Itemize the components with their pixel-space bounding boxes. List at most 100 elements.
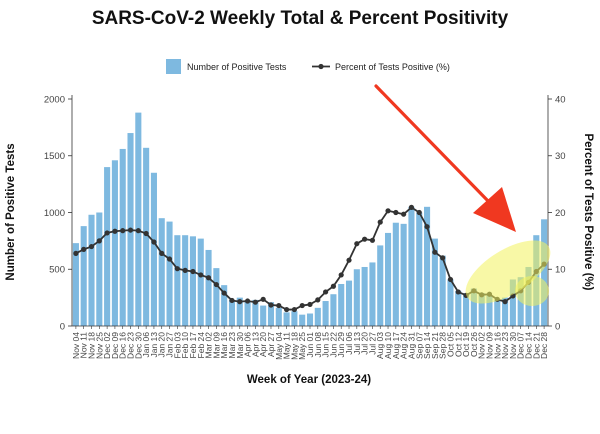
bar: [455, 290, 462, 326]
bar: [502, 297, 509, 327]
bar: [377, 245, 384, 326]
x-axis-tick-label: Oct 26: [469, 332, 479, 357]
x-axis-tick-label: Feb 24: [196, 332, 206, 359]
bar: [213, 268, 220, 326]
percent-point: [190, 268, 196, 275]
bar: [197, 238, 204, 326]
x-axis-tick-label: Dec 14: [523, 332, 533, 359]
percent-point: [104, 230, 110, 236]
bar: [267, 302, 275, 326]
bar-series: [72, 112, 548, 327]
percent-point: [440, 255, 446, 261]
percent-point: [323, 289, 329, 295]
x-axis-tick-label: Jun 08: [313, 332, 323, 358]
bar: [322, 301, 329, 326]
arrow-head: [473, 187, 516, 232]
bar: [72, 243, 79, 326]
x-axis-tick-label: Aug 17: [391, 332, 401, 359]
x-axis-tick-label: Aug 10: [383, 332, 393, 359]
bar: [369, 262, 376, 326]
x-axis-tick-label: Sep 28: [438, 332, 448, 359]
x-axis-tick-label: Jun 22: [328, 332, 338, 358]
bar: [330, 294, 337, 326]
percent-point: [88, 243, 95, 250]
bar: [143, 147, 150, 326]
percent-point: [213, 281, 219, 288]
bar: [236, 297, 243, 327]
legend-line-marker: [318, 63, 324, 70]
percent-point: [408, 204, 415, 210]
percent-point: [455, 289, 461, 295]
x-axis-tick-label: Mar 30: [235, 332, 245, 359]
x-axis-tick-label: Nov 25: [94, 332, 104, 359]
percent-point: [502, 299, 508, 305]
percent-point: [393, 209, 399, 216]
x-axis-tick-label: Aug 24: [399, 332, 409, 359]
x-axis-tick-label: Dec 07: [516, 332, 526, 359]
percent-point: [315, 297, 321, 303]
bar: [408, 206, 415, 326]
legend-bar-swatch: [166, 59, 181, 74]
percent-point: [96, 238, 102, 244]
bar: [291, 311, 298, 326]
y2-axis-title: Percent of Tests Positive (%): [582, 134, 594, 291]
bar: [416, 212, 423, 326]
highlight-annotation: [465, 240, 551, 306]
percent-point: [401, 211, 407, 217]
bar: [447, 279, 454, 326]
right-axis: 0 10 20 30 40: [547, 94, 566, 332]
x-axis-tick-label: Dec 21: [531, 332, 541, 359]
bar: [283, 312, 290, 326]
percent-point: [268, 302, 274, 308]
x-axis-tick-label: Jul 27: [367, 332, 377, 355]
right-axis-tick-label: 10: [555, 265, 566, 276]
bar: [361, 266, 368, 326]
percent-point: [276, 302, 282, 309]
bar: [166, 221, 173, 326]
right-axis-tick-label: 30: [555, 151, 566, 162]
bar: [439, 255, 446, 326]
x-axis-tick-label: Sep 14: [422, 332, 432, 359]
bar: [384, 232, 392, 326]
x-axis-tick-label: Oct 12: [453, 332, 463, 357]
x-axis-tick-label: Jun 29: [336, 332, 346, 358]
bar: [463, 293, 470, 326]
x-axis-tick-label: Dec 16: [118, 332, 128, 359]
x-axis-tick-label: Mar 09: [211, 332, 221, 359]
x-axis-tick-label: Sep 21: [430, 332, 440, 359]
arrow-shaft: [374, 84, 492, 205]
arrow-annotation: [374, 84, 516, 232]
x-axis-tick-label: Jul 13: [352, 332, 362, 355]
bar: [158, 218, 165, 326]
percent-point: [307, 301, 313, 308]
bar: [135, 112, 142, 327]
x-axis-tick-label: May 18: [289, 332, 299, 360]
highlight-ellipse: [465, 240, 551, 304]
x-axis-tick-label: Feb 17: [188, 332, 198, 359]
legend-bar-label: Number of Positive Tests: [187, 62, 287, 72]
percent-point: [369, 237, 376, 243]
percent-point: [174, 266, 180, 272]
y-axis-title: Number of Positive Tests: [5, 143, 17, 280]
left-axis-tick-label: 1000: [44, 208, 65, 219]
percent-point: [229, 297, 235, 304]
percent-point: [244, 298, 251, 304]
x-axis-tick-label: Oct 19: [461, 332, 471, 357]
bar: [509, 279, 516, 326]
x-axis-tick-label: May 04: [274, 332, 284, 360]
bar: [260, 305, 267, 326]
x-axis-tick-label: Mar 16: [219, 332, 229, 359]
percent-point: [377, 219, 383, 225]
bar: [244, 301, 251, 326]
x-axis-tick-label: Aug 03: [375, 332, 385, 359]
bar: [111, 160, 118, 326]
bar: [345, 280, 353, 326]
x-axis-tick-label: Nov 30: [508, 332, 518, 359]
x-axis-tick-label: Aug 31: [406, 332, 416, 359]
x-axis-tick-label: Dec 23: [126, 332, 136, 359]
bar: [80, 226, 87, 326]
x-axis-tick-label: Jan 13: [149, 332, 159, 358]
x-axis-tick-label: Feb 10: [180, 332, 190, 359]
x-axis-tick-label: Jan 27: [165, 332, 175, 358]
